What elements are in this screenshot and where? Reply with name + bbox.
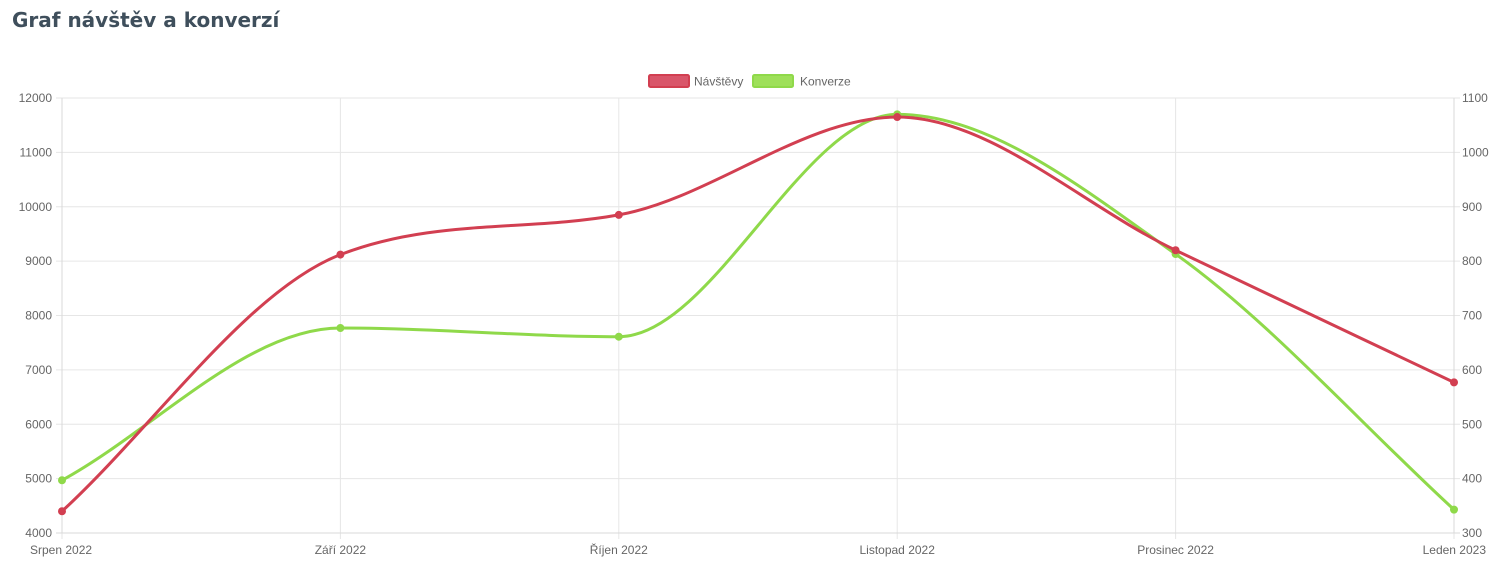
- y-right-tick-label: 900: [1462, 200, 1482, 214]
- y-right-tick-label: 800: [1462, 254, 1482, 268]
- data-point-visits[interactable]: [58, 507, 66, 516]
- legend-item-visits[interactable]: Návštěvy: [648, 74, 743, 89]
- axis-layer: 12000 11000 10000 9000 8000 7000 6000 5000 4000 1…: [19, 91, 1489, 557]
- data-point-conversions[interactable]: [58, 476, 66, 485]
- legend-swatch-conversions[interactable]: [752, 74, 794, 88]
- series-line-conversions: [60, 112, 1456, 512]
- x-tick-label: Listopad 2022: [859, 543, 935, 557]
- y-right-tick-label: 600: [1462, 363, 1482, 377]
- legend-label-visits[interactable]: Návštěvy: [694, 75, 743, 89]
- data-point-visits[interactable]: [336, 250, 345, 259]
- y-left-tick-label: 4000: [25, 526, 52, 540]
- y-right-tick-label: 400: [1462, 472, 1482, 486]
- y-left-tick-label: 8000: [25, 309, 52, 323]
- data-point-visits[interactable]: [1450, 378, 1458, 387]
- series-line-visits: [60, 115, 1456, 513]
- legend[interactable]: Návštěvy Konverze: [648, 74, 851, 89]
- data-point-visits[interactable]: [1171, 246, 1180, 255]
- x-tick-label: Leden 2023: [1423, 543, 1487, 557]
- y-right-tick-label: 300: [1462, 526, 1482, 540]
- y-right-tick-label: 1100: [1462, 91, 1488, 105]
- data-point-visits[interactable]: [614, 210, 623, 219]
- y-right-tick-label: 500: [1462, 417, 1482, 431]
- y-left-tick-label: 5000: [25, 472, 52, 486]
- legend-item-conversions[interactable]: Konverze: [752, 74, 851, 89]
- grid-layer: [56, 97, 1460, 539]
- data-point-conversions[interactable]: [614, 332, 623, 341]
- legend-swatch-visits[interactable]: [648, 74, 690, 88]
- x-tick-label: Srpen 2022: [30, 543, 92, 557]
- data-point-conversions[interactable]: [336, 324, 345, 333]
- data-point-conversions[interactable]: [1450, 505, 1458, 514]
- legend-label-conversions[interactable]: Konverze: [800, 75, 851, 89]
- page-title: Graf návštěv a konverzí: [12, 8, 280, 32]
- y-right-tick-label: 700: [1462, 309, 1482, 323]
- series-layer: [58, 110, 1458, 516]
- x-tick-label: Září 2022: [315, 543, 367, 557]
- y-left-tick-label: 9000: [25, 254, 52, 268]
- y-left-tick-label: 12000: [19, 91, 53, 105]
- y-right-tick-label: 1000: [1462, 145, 1489, 159]
- y-left-tick-label: 10000: [19, 200, 53, 214]
- x-tick-label: Prosinec 2022: [1137, 543, 1214, 557]
- data-point-visits[interactable]: [893, 113, 902, 122]
- y-left-tick-label: 7000: [25, 363, 52, 377]
- y-left-tick-label: 6000: [25, 417, 52, 431]
- x-tick-label: Říjen 2022: [590, 542, 648, 557]
- y-left-tick-label: 11000: [20, 145, 53, 159]
